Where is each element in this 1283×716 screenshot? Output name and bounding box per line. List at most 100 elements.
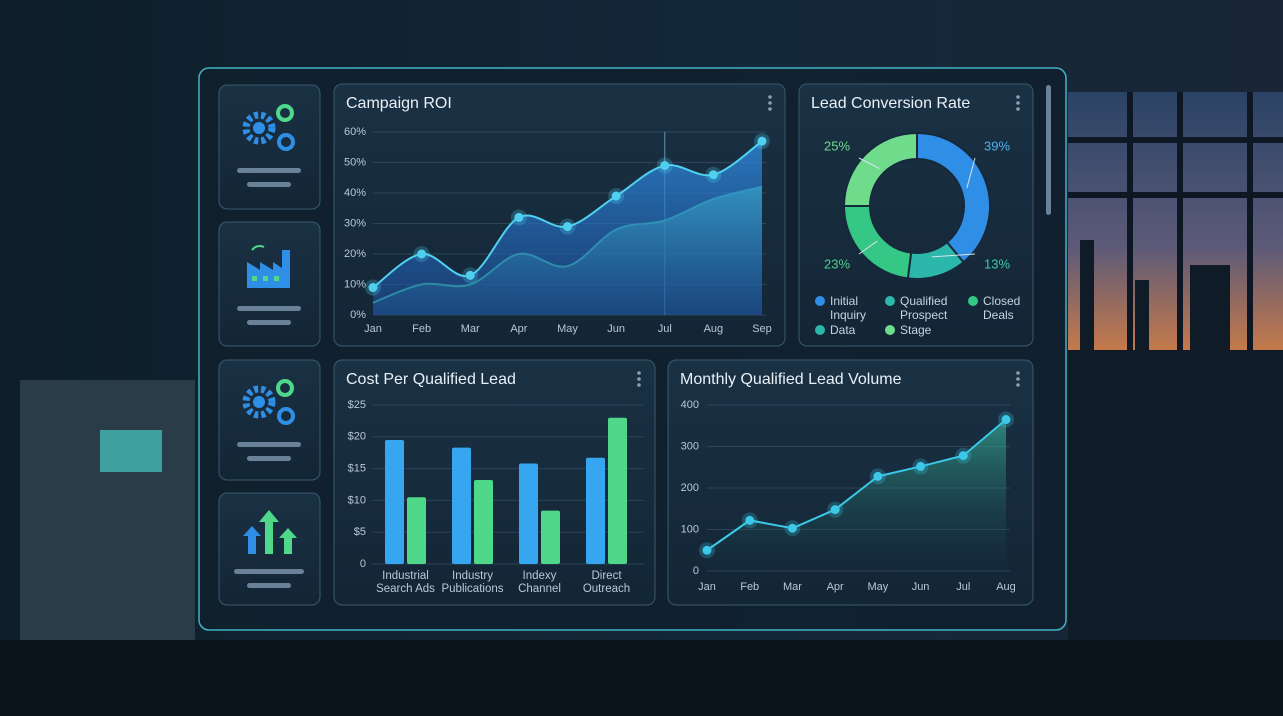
legend-item: Data	[815, 323, 880, 337]
y-tick-label: 400	[681, 399, 699, 411]
point	[916, 461, 926, 471]
point	[514, 212, 524, 222]
leader-line	[966, 157, 976, 189]
line	[706, 418, 1007, 552]
y-tick-label: 300	[681, 440, 699, 452]
data-label: 23%	[824, 256, 850, 271]
point	[757, 136, 767, 146]
gear-icon-2	[237, 379, 301, 461]
donut-slice	[916, 131, 991, 264]
menu-dots[interactable]	[637, 95, 1020, 387]
data-label: 39%	[984, 138, 1010, 153]
y-tick-label: 20%	[344, 248, 366, 260]
nav-settings[interactable]	[218, 84, 321, 210]
y-tick-label: $5	[354, 526, 366, 538]
y-tick-label: $20	[348, 431, 366, 443]
x-tick-label: Direct Outreach	[582, 570, 631, 595]
donut-slice	[842, 131, 918, 207]
legend-swatch	[815, 325, 825, 335]
sidebar	[218, 84, 321, 606]
legend-item: Initial Inquiry	[815, 294, 880, 322]
point	[1001, 415, 1011, 425]
nav-settings-2[interactable]	[218, 359, 321, 481]
window-frame	[1068, 92, 1283, 352]
x-tick-label: Aug	[704, 323, 724, 335]
card	[798, 83, 1034, 347]
point	[745, 515, 755, 525]
y-tick-label: 0	[693, 565, 699, 577]
y-tick-label: 200	[681, 482, 699, 494]
y-tick-label: $15	[348, 463, 366, 475]
legend-label: Stage	[900, 323, 932, 337]
legend-item: Closed Deals	[968, 294, 1033, 322]
x-tick-label: Apr	[827, 581, 844, 593]
x-tick-label: Sep	[752, 323, 772, 335]
legend-label: Initial Inquiry	[830, 294, 867, 322]
chart-title: Campaign ROI	[346, 95, 452, 112]
x-tick-label: Aug	[996, 581, 1016, 593]
y-tick-label: $10	[348, 494, 366, 506]
x-tick-label: May	[867, 581, 888, 593]
y-tick-label: 60%	[344, 126, 366, 138]
leader-line	[931, 253, 976, 258]
point	[787, 523, 797, 533]
point	[660, 161, 670, 171]
point	[708, 170, 718, 180]
y-tick-label: 100	[681, 523, 699, 535]
bar	[452, 447, 471, 564]
point	[958, 451, 968, 461]
point	[368, 283, 378, 293]
bar	[385, 439, 404, 564]
y-tick-label: 10%	[344, 278, 366, 290]
x-tick-label: Indexy Channel	[518, 570, 561, 595]
legend-swatch	[815, 296, 825, 306]
x-tick-label: Mar	[783, 581, 802, 593]
x-tick-label: Jul	[956, 581, 970, 593]
legend-swatch	[885, 296, 895, 306]
x-tick-label: Industry Publications	[441, 570, 504, 595]
x-tick-label: Apr	[510, 323, 527, 335]
y-tick-label: 40%	[344, 187, 366, 199]
bar	[519, 463, 538, 564]
data-label: 25%	[824, 138, 850, 153]
x-tick-label: Jun	[607, 323, 625, 335]
factory-icon	[237, 245, 301, 325]
point	[563, 222, 572, 232]
bar	[474, 480, 493, 564]
bar	[541, 510, 560, 564]
legend-label: Closed Deals	[983, 294, 1021, 322]
legend-label: Qualified Prospect	[900, 294, 948, 322]
x-tick-label: Jan	[698, 581, 716, 593]
bar	[608, 417, 627, 564]
x-tick-label: Industrial Search Ads	[376, 570, 435, 595]
y-tick-label: 0%	[350, 309, 366, 321]
point	[702, 545, 712, 555]
point	[873, 471, 883, 481]
point	[830, 505, 840, 515]
chart-title: Cost Per Qualified Lead	[346, 371, 516, 388]
x-tick-label: Mar	[461, 323, 480, 335]
y-tick-label: $25	[348, 399, 366, 411]
chart-title: Monthly Qualified Lead Volume	[680, 371, 902, 388]
x-tick-label: Feb	[740, 581, 759, 593]
data-label: 13%	[984, 256, 1010, 271]
leader-line	[858, 157, 880, 169]
y-tick-label: 50%	[344, 156, 366, 168]
leader-line	[858, 240, 878, 255]
point	[465, 270, 475, 280]
scrollbar[interactable]	[1046, 85, 1051, 215]
chart-title: Lead Conversion Rate	[811, 95, 970, 112]
legend-item: Stage	[885, 323, 950, 337]
x-tick-label: Jan	[364, 323, 382, 335]
bar	[586, 457, 605, 564]
x-tick-label: Jun	[912, 581, 930, 593]
x-tick-label: May	[557, 323, 578, 335]
card	[333, 359, 656, 606]
x-tick-label: Jul	[658, 323, 672, 335]
x-tick-label: Feb	[412, 323, 431, 335]
legend-swatch	[968, 296, 978, 306]
y-tick-label: 0	[360, 558, 366, 570]
gear-icon	[237, 104, 301, 187]
point	[417, 249, 427, 259]
